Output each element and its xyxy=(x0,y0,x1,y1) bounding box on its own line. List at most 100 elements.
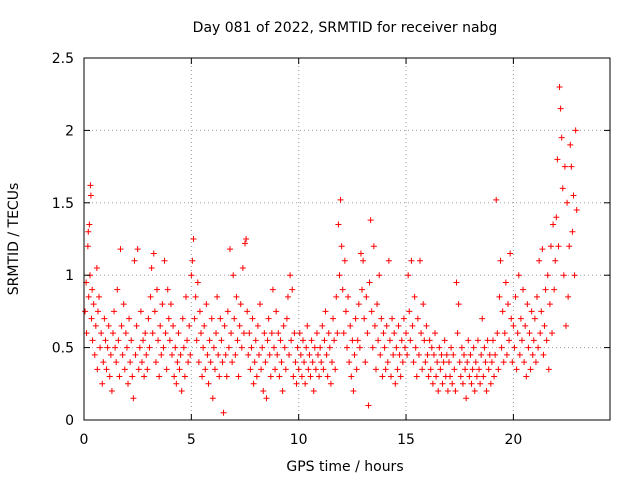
data-point xyxy=(309,359,316,366)
data-point xyxy=(318,359,325,366)
data-point xyxy=(117,246,124,253)
data-point xyxy=(457,373,464,380)
data-point xyxy=(550,221,557,228)
data-point xyxy=(214,293,221,300)
data-point xyxy=(339,286,346,293)
data-point xyxy=(281,344,288,351)
data-point xyxy=(555,243,562,250)
data-point xyxy=(160,344,167,351)
data-point xyxy=(236,322,243,329)
data-point xyxy=(543,337,550,344)
data-point xyxy=(488,359,495,366)
data-point xyxy=(149,330,156,337)
data-point xyxy=(320,366,327,373)
data-point xyxy=(414,315,421,322)
data-point xyxy=(400,315,407,322)
data-point xyxy=(163,366,170,373)
data-point xyxy=(247,366,254,373)
data-point xyxy=(92,322,99,329)
data-point xyxy=(179,315,186,322)
data-point xyxy=(259,344,266,351)
data-point xyxy=(140,337,147,344)
data-point xyxy=(83,330,90,337)
data-point xyxy=(328,359,335,366)
data-point xyxy=(82,308,89,315)
data-point xyxy=(188,272,195,279)
data-point xyxy=(474,337,481,344)
data-point xyxy=(96,293,103,300)
data-point xyxy=(311,344,318,351)
data-point xyxy=(338,243,345,250)
data-point xyxy=(562,322,569,329)
data-point xyxy=(497,257,504,264)
data-point xyxy=(249,315,256,322)
data-point xyxy=(404,351,411,358)
data-point xyxy=(372,366,379,373)
data-point xyxy=(532,359,539,366)
data-point xyxy=(267,373,274,380)
data-point xyxy=(297,351,304,358)
data-point xyxy=(462,366,469,373)
data-point xyxy=(510,322,517,329)
data-point xyxy=(556,83,563,90)
data-point xyxy=(211,366,218,373)
data-point xyxy=(463,395,470,402)
data-point xyxy=(363,293,370,300)
data-point xyxy=(84,243,91,250)
data-point xyxy=(353,366,360,373)
data-point xyxy=(207,359,214,366)
y-tick-label: 2.5 xyxy=(52,51,74,67)
data-point xyxy=(381,344,388,351)
data-point xyxy=(469,366,476,373)
data-point xyxy=(346,359,353,366)
data-point xyxy=(518,337,525,344)
x-axis-title: GPS time / hours xyxy=(286,459,403,475)
data-point xyxy=(467,351,474,358)
data-point xyxy=(254,322,261,329)
data-point xyxy=(526,330,533,337)
data-point xyxy=(508,315,515,322)
data-point xyxy=(345,293,352,300)
chart-title: Day 081 of 2022, SRMTID for receiver nab… xyxy=(193,20,498,36)
data-point xyxy=(531,315,538,322)
data-point xyxy=(350,388,357,395)
data-point xyxy=(125,380,132,387)
data-point xyxy=(204,351,211,358)
data-point xyxy=(324,373,331,380)
data-point xyxy=(321,337,328,344)
data-point xyxy=(494,330,501,337)
data-point xyxy=(445,359,452,366)
data-point xyxy=(316,373,323,380)
data-point xyxy=(520,286,527,293)
data-point xyxy=(293,380,300,387)
data-point xyxy=(287,272,294,279)
data-point xyxy=(131,257,138,264)
data-point xyxy=(217,315,224,322)
data-point xyxy=(286,351,293,358)
data-point xyxy=(538,308,545,315)
data-point xyxy=(170,322,177,329)
data-point xyxy=(313,330,320,337)
data-point xyxy=(317,344,324,351)
data-point xyxy=(306,351,313,358)
data-point xyxy=(517,315,524,322)
data-point xyxy=(220,409,227,416)
data-point xyxy=(264,337,271,344)
data-point xyxy=(537,330,544,337)
data-point xyxy=(411,293,418,300)
data-point xyxy=(132,351,139,358)
data-point xyxy=(150,250,157,257)
data-point xyxy=(216,373,223,380)
data-point xyxy=(359,286,366,293)
data-point xyxy=(226,246,233,253)
data-point xyxy=(111,308,118,315)
data-point xyxy=(186,322,193,329)
data-point xyxy=(171,373,178,380)
data-point xyxy=(215,351,222,358)
data-point xyxy=(560,272,567,279)
data-point xyxy=(252,337,259,344)
data-point xyxy=(352,315,359,322)
data-point xyxy=(202,366,209,373)
y-tick-label: 0 xyxy=(65,413,74,429)
